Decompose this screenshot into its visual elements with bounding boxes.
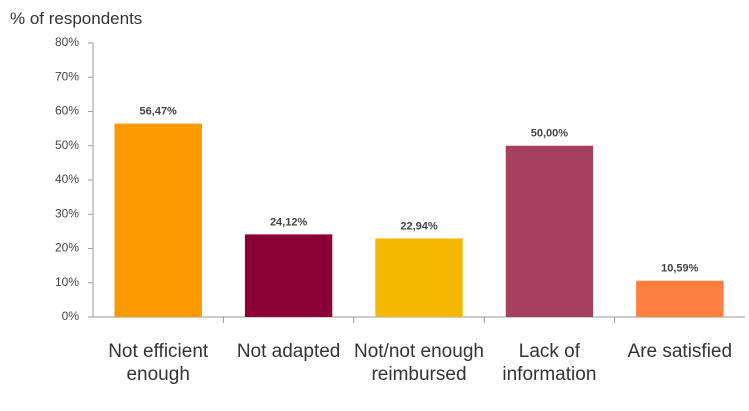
y-tick-label: 40%: [55, 172, 79, 186]
y-tick-label: 30%: [55, 206, 79, 220]
value-label: 24,12%: [270, 216, 308, 228]
x-tick-label: Not/not enough reimbursed: [354, 341, 484, 385]
value-label: 50,00%: [531, 128, 569, 140]
y-tick-label: 70%: [55, 69, 79, 83]
bar: [114, 123, 202, 318]
bar: [505, 145, 594, 317]
x-tick-label: Are satisfied: [627, 341, 733, 362]
y-tick-label: 20%: [55, 241, 79, 255]
y-tick-label: 50%: [55, 138, 79, 152]
y-tick-label: 60%: [55, 104, 79, 118]
x-tick-label: Not adapted: [236, 341, 341, 362]
x-tick-label: Not efficient enough: [108, 341, 209, 385]
y-tick-label: 80%: [55, 35, 79, 49]
y-tick-label: 10%: [55, 275, 79, 289]
y-tick-label: 0%: [62, 309, 80, 323]
x-tick-label: Lack of information: [502, 341, 597, 385]
bar: [244, 234, 333, 317]
value-label: 56,47%: [140, 105, 178, 117]
value-label: 22,94%: [400, 220, 438, 232]
bar: [375, 238, 463, 317]
value-label: 10,59%: [661, 263, 699, 275]
y-axis-label: % of respondents: [10, 9, 143, 28]
bar: [636, 280, 724, 317]
